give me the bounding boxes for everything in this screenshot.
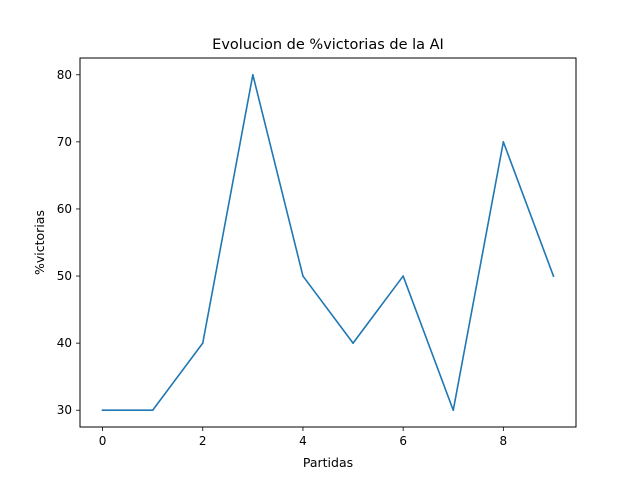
data-point	[452, 409, 455, 412]
x-tick-label: 0	[99, 434, 107, 448]
x-tick-label: 6	[399, 434, 407, 448]
y-tick-label: 50	[57, 269, 72, 283]
plot-area: 0 2 4 6 8 30 40 50 60 70 80	[57, 68, 555, 448]
data-point	[101, 409, 104, 412]
data-point	[552, 275, 555, 277]
data-point	[352, 342, 354, 344]
data-point	[502, 141, 505, 143]
y-tick-label: 40	[57, 336, 72, 350]
series-line	[101, 73, 555, 412]
y-tick-label: 80	[57, 68, 72, 82]
data-point	[252, 73, 254, 76]
data-point	[302, 275, 304, 277]
x-tick-label: 4	[299, 434, 307, 448]
y-tick-label: 60	[57, 202, 72, 216]
y-axis-label: %victorias	[32, 210, 47, 275]
data-point	[402, 275, 404, 277]
chart-title: Evolucion de %victorias de la AI	[212, 37, 444, 53]
data-point	[151, 409, 154, 412]
y-tick-label: 30	[57, 403, 72, 417]
data-point	[201, 342, 204, 344]
y-tick-label: 70	[57, 135, 72, 149]
x-tick-label: 2	[199, 434, 207, 448]
x-axis-label: Partidas	[303, 455, 353, 470]
x-tick-label: 8	[500, 434, 508, 448]
axes-frame	[79, 57, 577, 428]
